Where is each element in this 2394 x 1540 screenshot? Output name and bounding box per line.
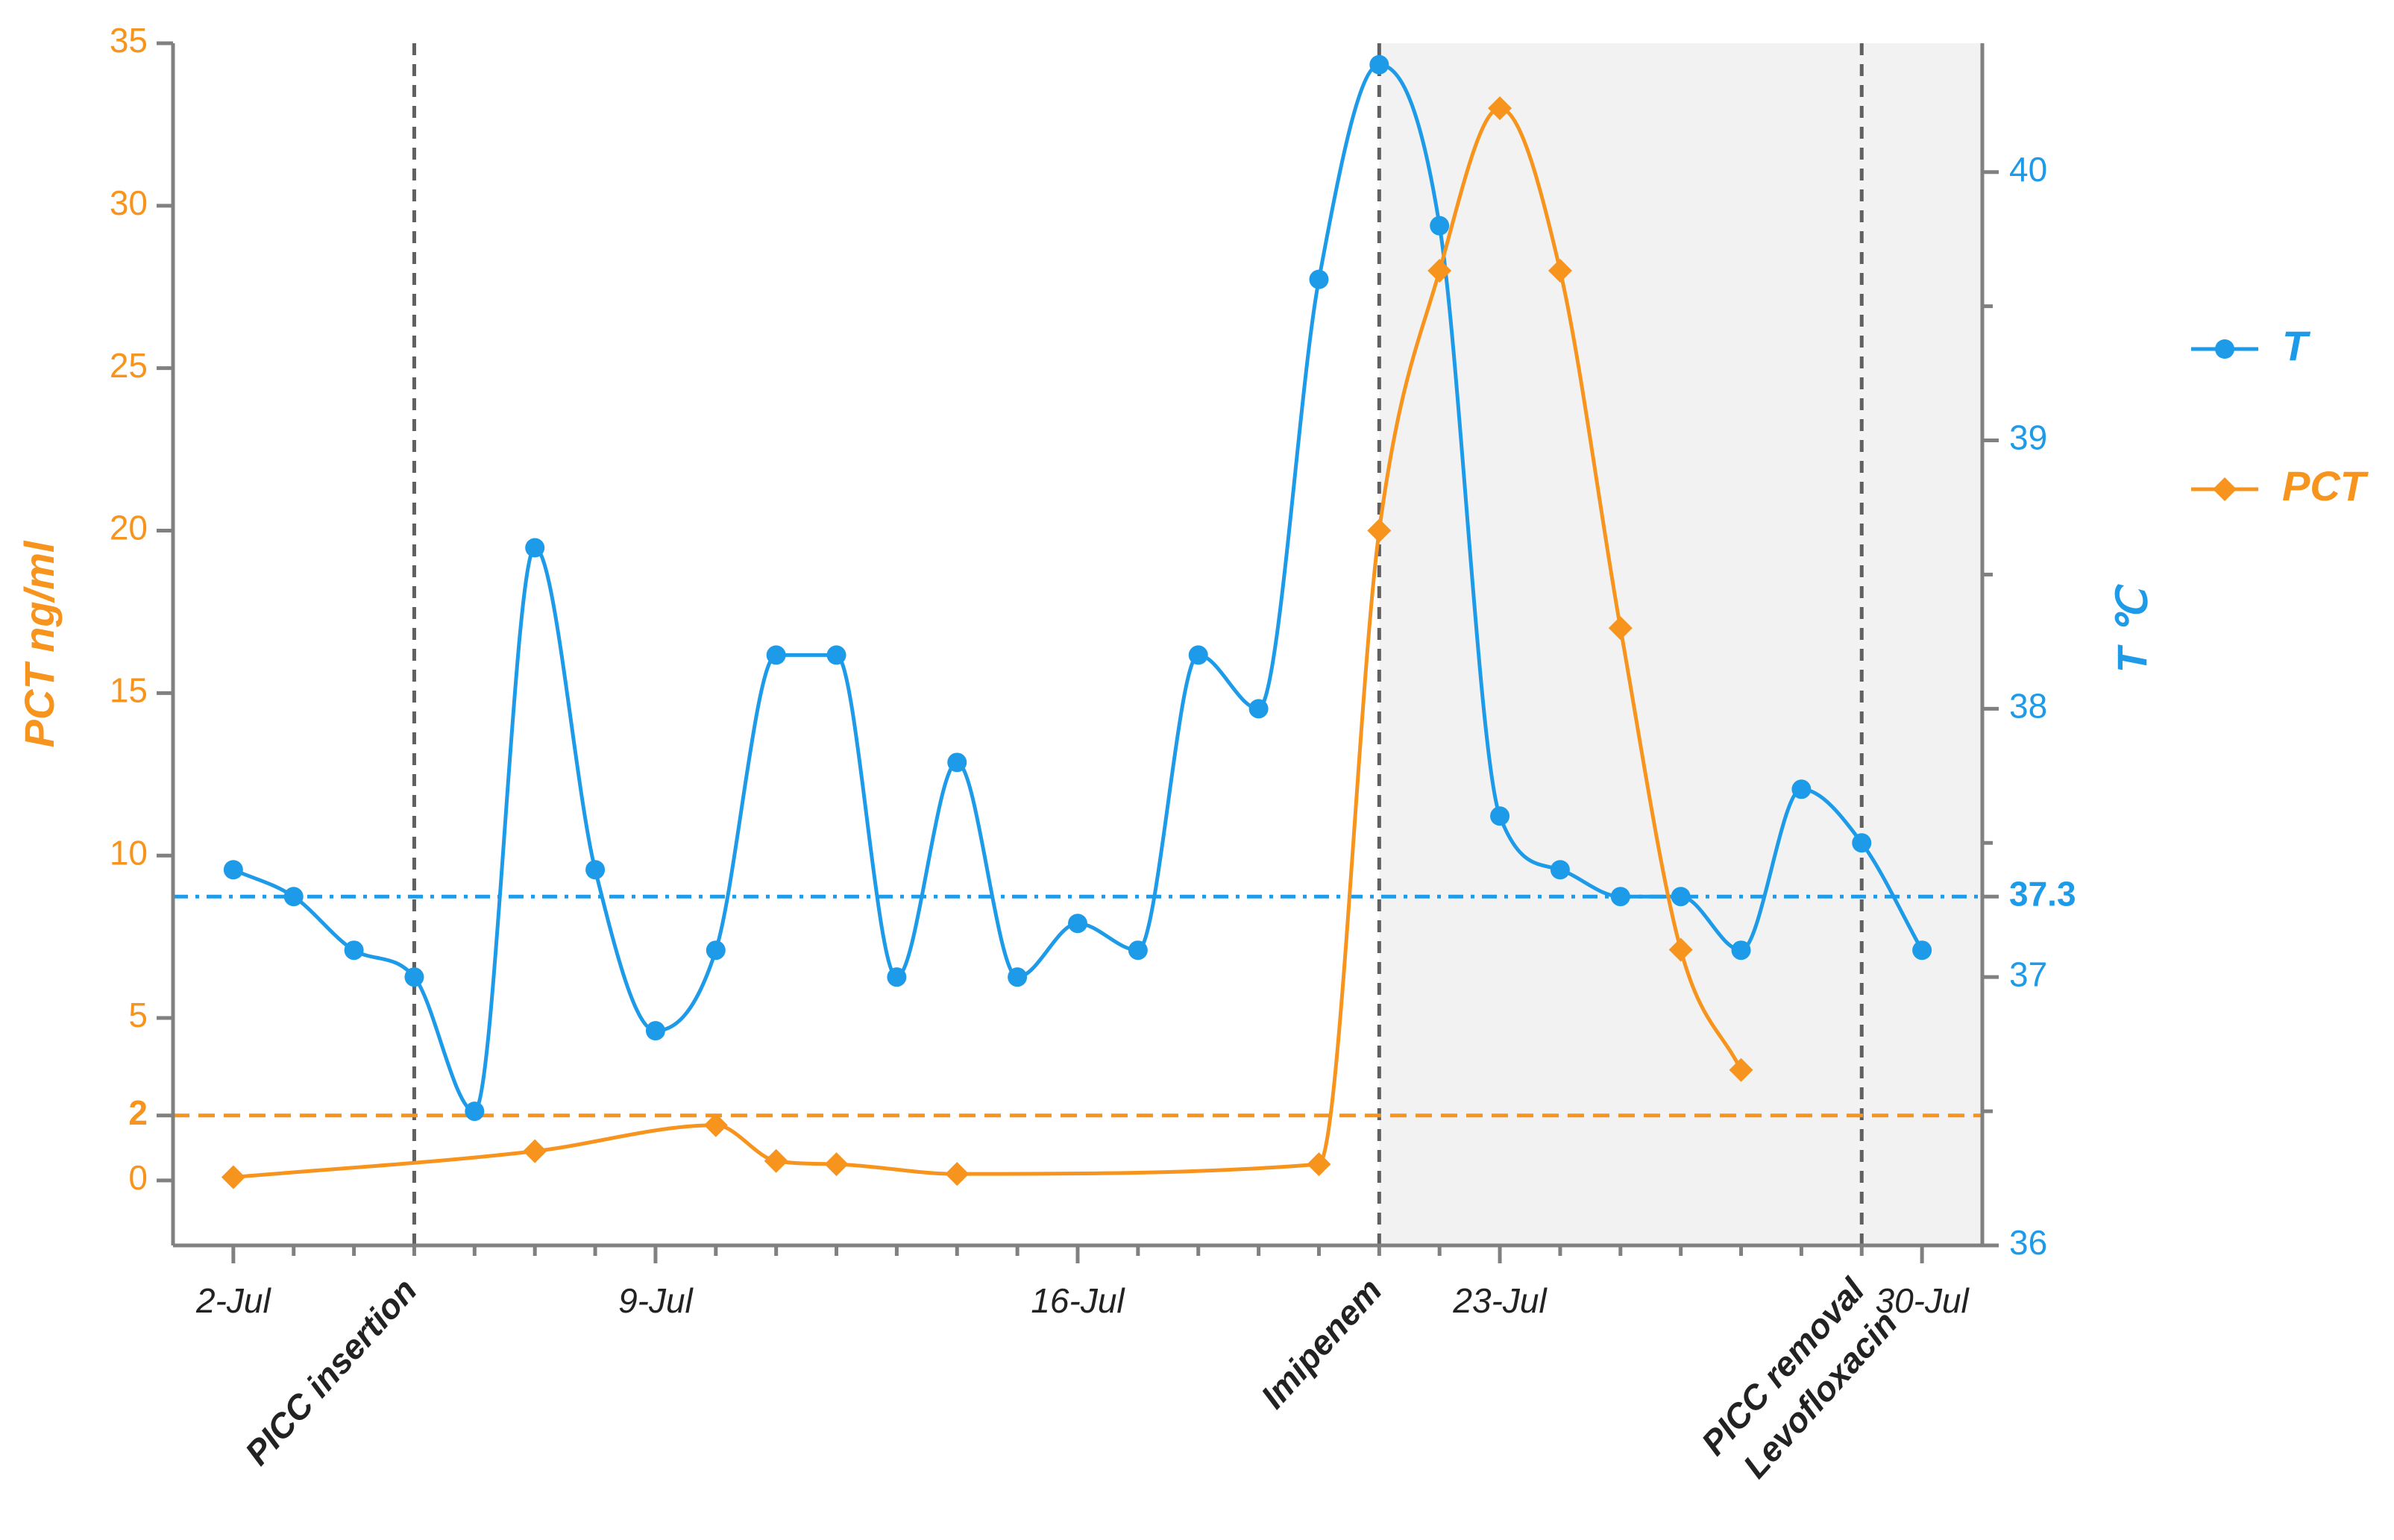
x-tick-label: 16-Jul — [1031, 1281, 1125, 1320]
temperature-point — [947, 752, 967, 773]
temperature-point — [1068, 914, 1087, 934]
temperature-point — [1008, 967, 1028, 987]
left-tick-label: 15 — [110, 671, 148, 710]
pct-point — [764, 1148, 788, 1173]
temperature-point — [887, 967, 907, 987]
temperature-point — [1128, 940, 1148, 961]
right-tick-label: 40 — [2009, 150, 2047, 189]
x-tick-label: 2-Jul — [195, 1281, 271, 1320]
temperature-point — [1731, 940, 1751, 961]
temperature-point — [404, 967, 424, 987]
legend-label-pct: PCT — [2282, 462, 2369, 509]
temperature-point — [1248, 699, 1269, 719]
temperature-point — [826, 645, 846, 665]
pct-point — [1488, 96, 1512, 121]
x-tick-label: 23-Jul — [1452, 1281, 1548, 1320]
left-tick-label: 0 — [128, 1158, 148, 1197]
left-axis-title: PCT ng/ml — [16, 540, 63, 747]
temperature-point — [283, 887, 304, 907]
pct-point — [1427, 258, 1452, 283]
pct-point — [1668, 937, 1693, 962]
temperature-point — [1188, 645, 1208, 665]
pct-point — [523, 1139, 547, 1163]
temperature-point — [1610, 887, 1630, 907]
temperature-point — [766, 645, 786, 665]
left-tick-label: 30 — [110, 183, 148, 222]
right-tick-label: 37 — [2009, 955, 2047, 993]
left-tick-label: 35 — [110, 21, 148, 60]
left-tick-label: 10 — [110, 833, 148, 872]
left-tick-label: 20 — [110, 509, 148, 547]
x-tick-label: 9-Jul — [618, 1281, 694, 1320]
pct-point — [824, 1152, 849, 1177]
temperature-point — [1912, 940, 1932, 961]
temperature-point — [706, 940, 726, 961]
pct-point — [1548, 258, 1572, 283]
pct-point — [703, 1113, 728, 1137]
temperature-point — [1550, 860, 1570, 880]
temperature-point — [1430, 216, 1450, 236]
temperature-point — [223, 860, 243, 880]
temperature-point — [525, 538, 545, 558]
right-tick-label: 39 — [2009, 418, 2047, 457]
temperature-point — [1309, 269, 1329, 289]
legend-marker-pct — [2213, 477, 2237, 501]
pct-point — [1729, 1057, 1753, 1082]
temperature-point — [1852, 833, 1872, 853]
pct-point — [1307, 1152, 1331, 1177]
legend-marker-temperature — [2215, 339, 2234, 359]
pct-point — [221, 1165, 245, 1189]
temperature-point — [465, 1101, 485, 1122]
shaded-region — [1379, 43, 1982, 1245]
pct-point — [1367, 518, 1392, 543]
right-tick-label: 38 — [2009, 687, 2047, 726]
temperature-point — [1490, 806, 1510, 826]
temperature-point — [1791, 779, 1812, 799]
right-axis-title: T ℃ — [2108, 584, 2155, 673]
temperature-point — [585, 860, 606, 880]
pct-point — [1608, 616, 1633, 641]
temperature-point — [1671, 887, 1691, 907]
pct-point — [945, 1162, 970, 1187]
right-tick-label: 37.3 — [2009, 874, 2076, 913]
right-tick-label: 36 — [2009, 1223, 2047, 1262]
temperature-point — [1369, 54, 1389, 75]
legend-label-temperature: T — [2282, 322, 2311, 369]
left-tick-label: 5 — [128, 996, 148, 1034]
left-tick-label: 2 — [128, 1093, 148, 1132]
left-tick-label: 25 — [110, 346, 148, 385]
temperature-point — [344, 940, 364, 961]
temperature-point — [645, 1021, 665, 1041]
event-label: Imipenem — [1253, 1271, 1389, 1415]
x-tick-label: 30-Jul — [1875, 1281, 1970, 1320]
